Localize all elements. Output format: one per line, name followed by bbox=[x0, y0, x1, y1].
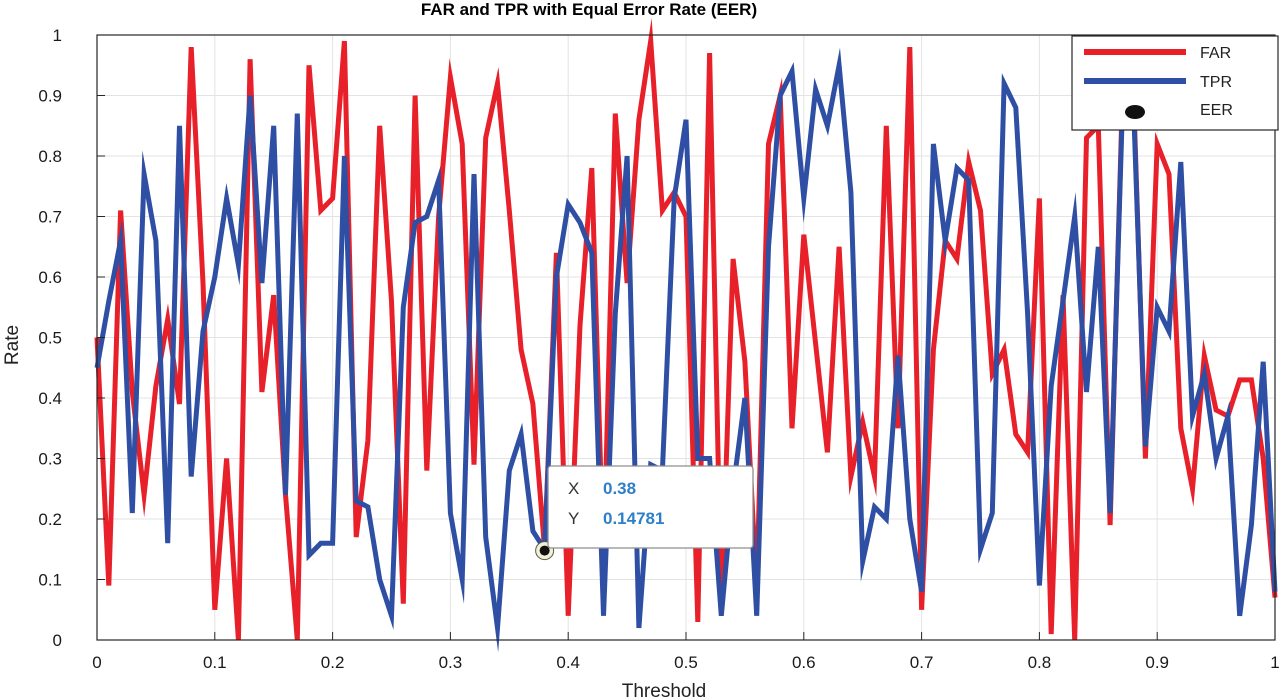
x-axis-label: Threshold bbox=[622, 681, 707, 700]
legend-tpr-label: TPR bbox=[1200, 74, 1232, 91]
data-tip-x-key: X bbox=[568, 479, 579, 498]
y-tick-label: 0.8 bbox=[38, 147, 62, 166]
x-tick-label: 0.3 bbox=[439, 653, 463, 672]
tick-group: 0 0.1 0.2 0.3 0.4 0.5 0.6 0.7 0.8 0.9 1 0 0.1 0.2 0.3 0… bbox=[38, 26, 1279, 672]
legend-eer-label: EER bbox=[1200, 102, 1233, 119]
series-group bbox=[94, 18, 1278, 653]
y-tick-label: 0.5 bbox=[38, 329, 62, 348]
x-tick-label: 0.8 bbox=[1028, 653, 1052, 672]
x-tick-label: 0.2 bbox=[321, 653, 345, 672]
chart-title: FAR and TPR with Equal Error Rate (EER) bbox=[421, 0, 757, 19]
x-tick-label: 0.7 bbox=[910, 653, 934, 672]
legend-eer-marker bbox=[1125, 105, 1145, 119]
y-tick-label: 0.6 bbox=[38, 268, 62, 287]
y-tick-label: 0.1 bbox=[38, 571, 62, 590]
eer-marker[interactable] bbox=[539, 545, 550, 556]
legend-far-label: FAR bbox=[1200, 45, 1231, 62]
legend[interactable]: FAR TPR EER bbox=[1071, 35, 1279, 131]
data-tip-box bbox=[547, 465, 754, 549]
x-tick-label: 0.1 bbox=[203, 653, 227, 672]
x-tick-label: 0 bbox=[92, 653, 101, 672]
x-tick-label: 1 bbox=[1270, 653, 1279, 672]
y-axis-label: Rate bbox=[2, 325, 23, 365]
y-tick-label: 0.2 bbox=[38, 510, 62, 529]
y-tick-label: 0.4 bbox=[38, 389, 62, 408]
x-tick-label: 0.9 bbox=[1145, 653, 1169, 672]
data-tip[interactable]: X 0.38 Y 0.14781 bbox=[547, 465, 754, 549]
y-tick-label: 0.9 bbox=[38, 87, 62, 106]
data-tip-y-value: 0.14781 bbox=[603, 509, 664, 528]
x-tick-label: 0.6 bbox=[792, 653, 816, 672]
x-tick-label: 0.4 bbox=[556, 653, 580, 672]
series-line-far bbox=[94, 18, 1278, 641]
data-tip-x-value: 0.38 bbox=[603, 479, 636, 498]
y-tick-label: 1 bbox=[53, 26, 62, 45]
series-line-tpr bbox=[94, 47, 1278, 653]
y-tick-label: 0.3 bbox=[38, 450, 62, 469]
y-tick-label: 0 bbox=[53, 631, 62, 650]
y-tick-label: 0.7 bbox=[38, 208, 62, 227]
x-tick-label: 0.5 bbox=[674, 653, 698, 672]
data-tip-y-key: Y bbox=[568, 509, 579, 528]
